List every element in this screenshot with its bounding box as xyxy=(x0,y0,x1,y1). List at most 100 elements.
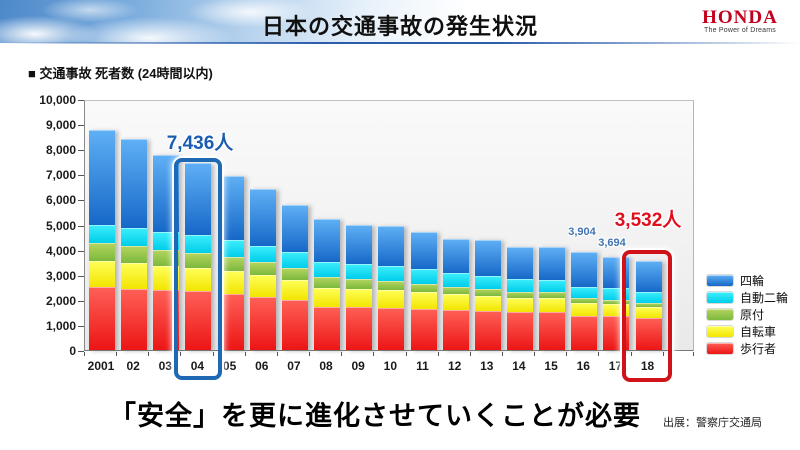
y-axis-tick xyxy=(78,325,84,327)
x-axis-label-07: 07 xyxy=(287,359,301,373)
legend-item-歩行者: 歩行者 xyxy=(707,340,788,357)
bar-segment-歩行者 xyxy=(89,287,115,350)
source-credit: 出展：警察庁交通局 xyxy=(663,417,762,429)
y-axis-label: 8,000 xyxy=(45,143,76,158)
bar-11 xyxy=(410,232,437,350)
bar-segment-四輪 xyxy=(121,139,148,228)
bar-segment-自転車 xyxy=(506,298,533,313)
x-axis-tick xyxy=(148,352,150,356)
y-axis-label: 10,000 xyxy=(39,93,76,107)
bar-segment-自動二輪 xyxy=(185,235,212,253)
annotation-2018-value: 3,532人 xyxy=(614,210,682,231)
y-axis-tick xyxy=(78,300,84,302)
bar-segment-歩行者 xyxy=(506,312,533,350)
y-axis-label: 2,000 xyxy=(45,293,76,308)
bar-02 xyxy=(121,139,148,350)
y-axis-tick xyxy=(78,250,84,252)
x-axis-label-13: 13 xyxy=(480,359,494,373)
x-axis-tick xyxy=(405,352,407,356)
x-axis-tick xyxy=(212,352,214,356)
bar-segment-自動二輪 xyxy=(603,288,630,300)
conclusion-headline: 「安全」を更に進化させていくことが必要 xyxy=(109,401,641,431)
bar-segment-自動二輪 xyxy=(378,266,405,281)
x-axis-tick xyxy=(566,352,568,356)
bar-10 xyxy=(378,225,405,350)
bar-segment-自動二輪 xyxy=(89,224,115,244)
bar-segment-原付 xyxy=(474,289,501,297)
legend-item-原付: 原付 xyxy=(707,306,788,323)
bar-segment-自動二輪 xyxy=(121,227,148,246)
bar-segment-自動二輪 xyxy=(249,245,276,263)
x-axis-label-04: 04 xyxy=(190,359,205,373)
bar-segment-四輪 xyxy=(185,163,212,236)
bar-segment-自転車 xyxy=(185,267,212,292)
x-axis-label-18: 18 xyxy=(640,359,655,373)
bar-segment-四輪 xyxy=(314,219,341,262)
honda-logo: HONDA The Power of Dreams xyxy=(690,8,790,34)
bar-segment-自転車 xyxy=(539,297,566,312)
legend-item-自動二輪: 自動二輪 xyxy=(707,289,788,306)
x-axis-tick xyxy=(469,352,471,356)
page-title: 日本の交通事故の発生状況 xyxy=(261,14,538,39)
annotation-2004-value: 7,436人 xyxy=(166,133,234,154)
y-axis-tick xyxy=(78,175,84,177)
bar-segment-原付 xyxy=(603,299,630,305)
x-axis-tick xyxy=(437,352,439,356)
x-axis-tick xyxy=(630,352,632,356)
bar-segment-自転車 xyxy=(474,296,501,312)
x-axis-label-02: 02 xyxy=(126,359,140,373)
bar-segment-四輪 xyxy=(410,232,437,270)
y-axis-label: 0 xyxy=(69,344,76,358)
bar-segment-歩行者 xyxy=(539,311,566,350)
bar-segment-歩行者 xyxy=(281,299,308,350)
annotation-2017-value: 3,694 xyxy=(598,237,626,249)
bar-segment-原付 xyxy=(185,252,212,268)
bar-04 xyxy=(185,163,212,350)
legend-swatch-自動二輪 xyxy=(707,292,733,303)
fatalities-stacked-bar-chart xyxy=(84,100,694,351)
bar-segment-自転車 xyxy=(121,262,148,289)
x-axis-tick xyxy=(501,352,503,356)
y-axis-label: 3,000 xyxy=(45,268,76,283)
x-axis-label-16: 16 xyxy=(576,359,590,373)
y-axis-label: 4,000 xyxy=(45,243,76,258)
bar-segment-原付 xyxy=(410,283,437,293)
bar-12 xyxy=(442,238,469,350)
bar-segment-自動二輪 xyxy=(281,252,308,268)
x-axis-label-09: 09 xyxy=(351,359,365,373)
bar-segment-自転車 xyxy=(346,289,373,308)
legend-label-原付: 原付 xyxy=(740,308,765,322)
bar-segment-自転車 xyxy=(571,303,598,316)
bar-segment-歩行者 xyxy=(474,311,501,350)
bar-segment-原付 xyxy=(89,243,115,261)
bar-segment-四輪 xyxy=(346,225,373,264)
bar-segment-自転車 xyxy=(635,307,662,319)
bar-segment-四輪 xyxy=(378,225,405,267)
legend-label-四輪: 四輪 xyxy=(740,274,765,288)
legend-item-自転車: 自転車 xyxy=(707,323,788,340)
bar-segment-自動二輪 xyxy=(346,263,373,279)
bar-segment-原付 xyxy=(217,256,244,271)
y-axis-label: 9,000 xyxy=(45,118,76,133)
bar-segment-原付 xyxy=(442,286,469,295)
bar-segment-自動二輪 xyxy=(410,269,437,284)
legend-item-四輪: 四輪 xyxy=(707,272,788,289)
bar-segment-歩行者 xyxy=(314,306,341,350)
x-axis-label-15: 15 xyxy=(544,359,558,373)
chart-legend: 四輪 自動二輪原付 自転車 歩行者 xyxy=(707,272,788,357)
legend-swatch-原付 xyxy=(707,309,733,320)
bar-18 xyxy=(635,261,662,350)
header-banner: 日本の交通事故の発生状況 HONDA The Power of Dreams xyxy=(0,0,800,43)
bar-segment-四輪 xyxy=(442,238,469,273)
x-axis-tick xyxy=(341,352,343,356)
bar-segment-自動二輪 xyxy=(474,275,501,290)
bar-segment-歩行者 xyxy=(410,308,437,350)
x-axis-label-2001: 2001 xyxy=(87,359,115,373)
bar-segment-四輪 xyxy=(635,261,662,293)
y-axis-label: 7,000 xyxy=(45,168,76,183)
x-axis-tick xyxy=(309,352,311,356)
x-axis-tick xyxy=(84,352,85,356)
bar-segment-歩行者 xyxy=(185,291,212,350)
bar-segment-自動二輪 xyxy=(442,272,469,287)
bar-segment-自動二輪 xyxy=(571,286,598,299)
